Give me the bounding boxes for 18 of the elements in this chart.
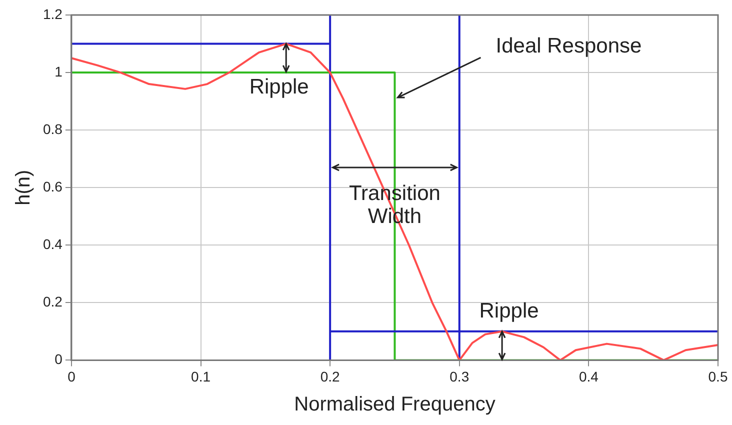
x-tick-label: 0.4 bbox=[578, 368, 599, 384]
x-tick-label: 0 bbox=[68, 368, 76, 384]
y-tick-label: 1.2 bbox=[42, 6, 63, 22]
y-tick-label: 0.4 bbox=[42, 236, 63, 252]
annotation: Ripple bbox=[248, 75, 310, 98]
y-tick-label: 0 bbox=[54, 351, 63, 368]
annotation: Ideal Response bbox=[494, 34, 643, 58]
y-tick-label: 1 bbox=[54, 63, 63, 80]
x-tick-label: 0.1 bbox=[191, 368, 211, 384]
y-tick-label: 0.8 bbox=[42, 120, 63, 137]
x-axis-title: Normalised Frequency bbox=[294, 394, 496, 416]
y-tick-label: 0.2 bbox=[42, 294, 63, 310]
annotation: Ripple bbox=[478, 300, 540, 323]
x-tick-label: 0.5 bbox=[708, 368, 728, 384]
y-tick-label: 0.6 bbox=[42, 178, 63, 194]
x-tick-label: 0.3 bbox=[450, 368, 470, 384]
x-tick-label: 0.2 bbox=[320, 368, 340, 384]
y-axis-title: h(n) bbox=[12, 170, 35, 206]
